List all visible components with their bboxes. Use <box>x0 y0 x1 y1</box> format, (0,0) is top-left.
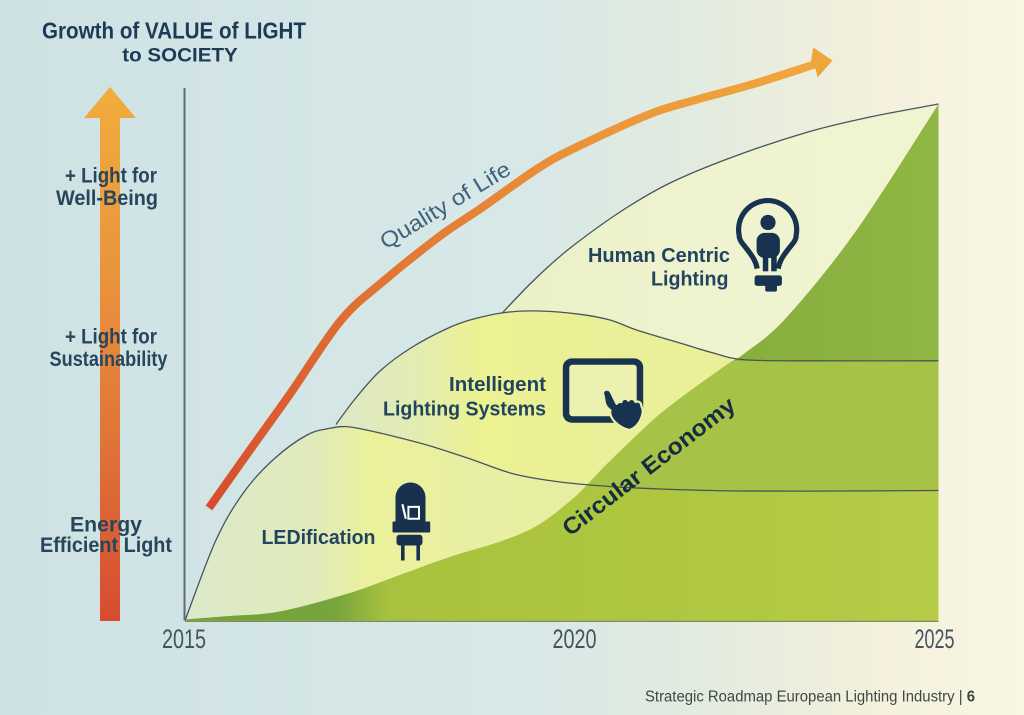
svg-text:Energy: Energy <box>70 514 142 537</box>
svg-text:Human Centric: Human Centric <box>588 245 730 267</box>
svg-text:LEDification: LEDification <box>262 527 376 549</box>
svg-text:Well-Being: Well-Being <box>56 187 158 210</box>
svg-text:2025: 2025 <box>915 624 955 654</box>
svg-text:Growth of VALUE of LIGHT: Growth of VALUE of LIGHT <box>42 18 306 44</box>
svg-text:Lighting: Lighting <box>651 269 729 291</box>
svg-text:+ Light for: + Light for <box>65 164 157 187</box>
svg-text:Strategic Roadmap European Lig: Strategic Roadmap European Lighting Indu… <box>645 689 975 706</box>
svg-text:Sustainability: Sustainability <box>50 348 168 371</box>
svg-text:+ Light for: + Light for <box>65 325 157 348</box>
svg-text:Efficient Light: Efficient Light <box>40 534 172 557</box>
svg-text:2015: 2015 <box>162 624 206 654</box>
svg-text:2020: 2020 <box>553 624 597 654</box>
svg-text:to SOCIETY: to SOCIETY <box>122 46 238 67</box>
svg-text:Lighting Systems: Lighting Systems <box>383 398 546 420</box>
svg-text:Intelligent: Intelligent <box>449 374 546 396</box>
